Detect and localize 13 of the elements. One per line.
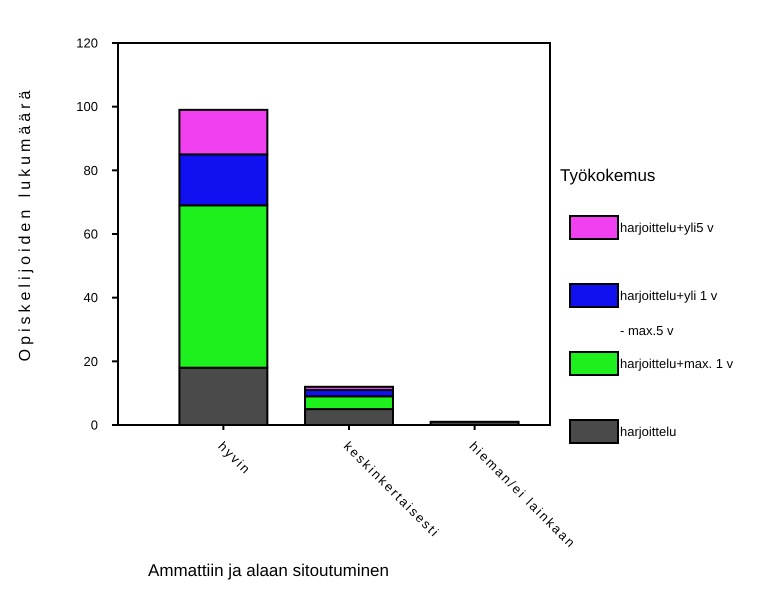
legend-label: harjoittelu+max. 1 v	[620, 356, 734, 371]
y-tick-label: 100	[76, 99, 98, 114]
y-tick-label: 120	[76, 36, 98, 51]
legend-label: harjoittelu	[620, 424, 676, 439]
legend-title: Työkokemus	[560, 166, 656, 185]
y-tick-label: 60	[84, 226, 98, 242]
y-tick-label: 40	[84, 290, 98, 306]
x-axis-title: Ammattiin ja alaan sitoutuminen	[148, 561, 389, 580]
y-tick-label: 80	[84, 162, 98, 178]
y-tick-label: 0	[90, 418, 98, 433]
y-axis-title: Opiskelijoiden lukumäärä	[17, 86, 34, 362]
legend-label: harjoittelu+yli5 v	[620, 220, 714, 235]
y-tick-label: 20	[84, 354, 98, 369]
